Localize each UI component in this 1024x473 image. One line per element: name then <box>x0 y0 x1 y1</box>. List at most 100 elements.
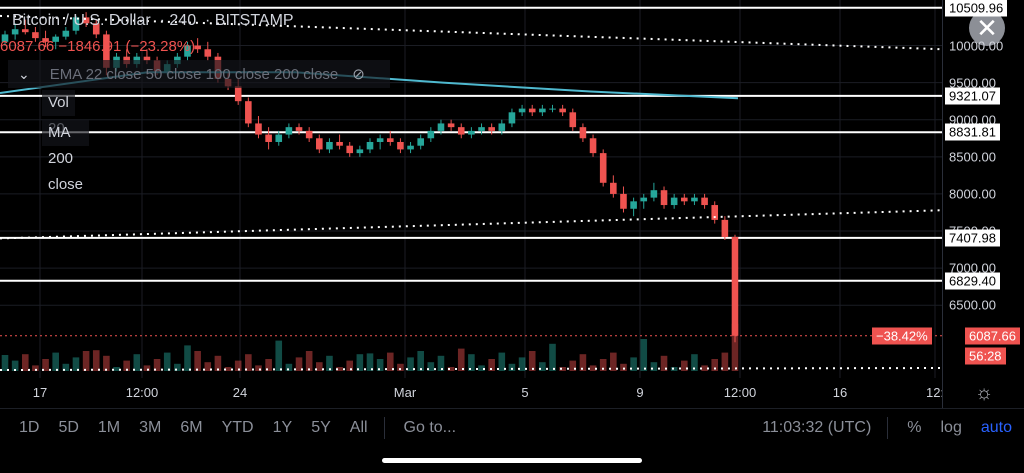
volume-indicator[interactable]: Vol 20 <box>42 90 75 137</box>
candle-body <box>599 153 607 183</box>
range-button-5d[interactable]: 5D <box>58 419 79 436</box>
candle-body <box>62 30 70 37</box>
range-button-1y[interactable]: 1Y <box>272 419 293 436</box>
candle-body <box>569 112 577 128</box>
price-tick-label: 8000.00 <box>949 186 996 202</box>
candle-body <box>316 138 323 150</box>
utc-clock[interactable]: 11:03:32 (UTC) <box>762 419 872 436</box>
goto-button[interactable]: Go to... <box>403 419 457 436</box>
price-chart[interactable]: Bitcoin / U.S. Dollar · 240 · BITSTAMP 6… <box>0 0 1005 378</box>
candle-body <box>11 29 19 35</box>
price-level-tag: 8831.81 <box>945 123 1000 141</box>
candle-body <box>488 127 495 131</box>
candle-body <box>376 138 384 142</box>
candle-body <box>356 149 364 154</box>
volume-bar <box>681 360 688 371</box>
time-axis[interactable]: 17 12:00 24 Mar 5 9 12:00 16 12: <box>0 378 944 408</box>
candle-body <box>579 127 587 139</box>
indicator-row[interactable]: ⌄ EMA 22 close 50 close 100 close 200 cl… <box>8 60 390 88</box>
log-button[interactable]: log <box>940 419 962 436</box>
volume-bar <box>316 362 323 371</box>
volume-bar <box>234 360 242 371</box>
volume-bar <box>640 339 648 371</box>
candle-body <box>326 141 333 150</box>
volume-bar <box>630 357 637 371</box>
bottom-toolbar: 1D 5D 1M 3M 6M YTD 1Y 5Y All Go to... 11:03:32 (UT… <box>0 409 1024 447</box>
volume-bar <box>346 360 354 371</box>
candle-body <box>508 112 516 124</box>
volume-bar <box>326 355 333 371</box>
symbol-name: Bitcoin / U.S. Dollar <box>12 12 151 29</box>
price-tick-label: 7000.00 <box>949 260 996 276</box>
home-indicator <box>382 458 642 463</box>
candle-body <box>498 123 506 131</box>
volume-bar <box>660 355 668 371</box>
candle-body <box>366 141 374 150</box>
volume-bar <box>650 362 658 371</box>
volume-bar <box>184 345 191 371</box>
volume-bar <box>194 351 201 371</box>
price-level-tag: 7407.98 <box>945 229 1000 247</box>
volume-bar <box>610 352 617 371</box>
volume-bar <box>356 354 364 371</box>
exchange-label: BITSTAMP <box>214 12 294 29</box>
candle-body <box>559 108 566 113</box>
volume-bar <box>82 351 90 371</box>
candle-body <box>52 36 59 42</box>
range-button-ytd[interactable]: YTD <box>221 419 254 436</box>
ma-indicator[interactable]: MA 200 close <box>42 120 90 193</box>
range-button-5y[interactable]: 5Y <box>311 419 331 436</box>
volume-bar <box>255 365 262 371</box>
time-tick-label: 12:00 <box>723 385 757 400</box>
volume-bar <box>174 363 181 371</box>
volume-bar <box>42 359 49 371</box>
range-button-all[interactable]: All <box>349 419 368 436</box>
volume-bar <box>508 363 516 371</box>
candle-body <box>549 108 556 110</box>
last-price-tag: 6087.66 <box>965 327 1020 345</box>
chevron-down-icon[interactable]: ⌄ <box>18 65 30 82</box>
price-axis[interactable]: 6500.007000.007500.008000.008500.009000.… <box>942 0 1024 378</box>
volume-bar <box>92 350 100 371</box>
candle-body <box>660 190 668 206</box>
price-level-tag: 6829.40 <box>945 272 1000 290</box>
range-button-3m[interactable]: 3M <box>139 419 162 436</box>
price-tick-label: 9500.00 <box>949 75 996 91</box>
range-button-1m[interactable]: 1M <box>97 419 121 436</box>
volume-bar <box>579 354 587 371</box>
candle-body <box>32 32 39 39</box>
symbol-title[interactable]: Bitcoin / U.S. Dollar · 240 · BITSTAMP <box>12 12 294 29</box>
range-button-6m[interactable]: 6M <box>180 419 203 436</box>
gear-icon[interactable]: ☼ <box>942 378 1024 408</box>
candle-body <box>265 134 272 142</box>
volume-bar <box>447 367 455 371</box>
price-tick-label: 8500.00 <box>949 149 996 165</box>
volume-bar <box>407 357 414 371</box>
trend-line-upper <box>0 14 942 51</box>
volume-bar <box>528 351 536 371</box>
candle-body <box>731 236 739 336</box>
price-tick-label: 6500.00 <box>949 297 996 313</box>
eye-off-icon[interactable]: ⊘ <box>352 66 365 83</box>
volume-bar <box>245 354 252 371</box>
volume-bar <box>224 367 232 371</box>
volume-bar <box>285 363 293 371</box>
volume-bar <box>214 355 222 371</box>
volume-bar <box>437 355 445 371</box>
range-button-1d[interactable]: 1D <box>19 419 40 436</box>
volume-bar <box>265 359 272 371</box>
candle-body <box>437 123 445 131</box>
auto-button[interactable]: auto <box>980 419 1012 436</box>
volume-bar <box>468 354 475 371</box>
volume-bar <box>275 340 283 371</box>
toolbar-divider <box>0 408 1024 409</box>
candle-body <box>468 130 475 135</box>
candle-body <box>275 134 283 142</box>
price-level-tag: 10509.96 <box>945 0 1008 17</box>
chart-canvas[interactable] <box>0 0 942 378</box>
candle-body <box>620 193 627 209</box>
candle-body <box>194 45 201 50</box>
bottom-dotted-line <box>0 367 942 371</box>
volume-bar <box>417 351 424 371</box>
percent-button[interactable]: % <box>907 419 922 436</box>
